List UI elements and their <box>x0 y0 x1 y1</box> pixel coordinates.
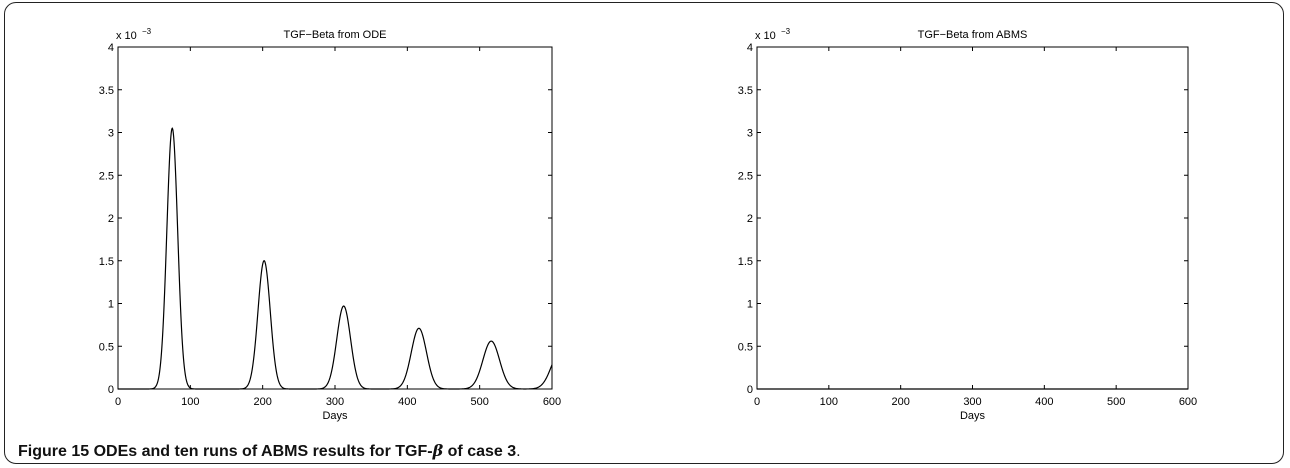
ode-x-tick-label: 100 <box>181 396 199 408</box>
ode-x-axis-label: Days <box>322 410 348 422</box>
ode-x-tick-label: 0 <box>115 396 121 408</box>
ode-y-exponent-label: x 10 <box>116 30 137 42</box>
ode-axes-box <box>117 46 553 390</box>
figure-frame <box>4 2 1284 464</box>
ode-y-tick-label: 2.5 <box>99 170 114 182</box>
ode-y-tick-label: 3 <box>108 128 114 140</box>
abms-x-tick-label: 600 <box>1179 396 1197 408</box>
ode-x-tick-label: 400 <box>398 396 416 408</box>
abms-y-tick-label: 3 <box>747 128 753 140</box>
abms-y-tick-label: 1.5 <box>738 256 753 268</box>
ode-y-tick-label: 1.5 <box>99 256 114 268</box>
figure-caption: Figure 15 ODEs and ten runs of ABMS resu… <box>18 441 521 461</box>
ode-y-tick-label: 1 <box>108 299 114 311</box>
abms-y-exponent-label: x 10 <box>755 30 776 42</box>
caption-text-before: ODEs and ten runs of ABMS results for TG… <box>89 443 433 460</box>
abms-x-tick-label: 200 <box>891 396 909 408</box>
ode-y-tick-label: 0.5 <box>99 341 114 353</box>
ode-y-tick-label: 0 <box>108 384 114 396</box>
abms-chart-title: TGF−Beta from ABMS <box>918 29 1028 41</box>
abms-y-tick-label: 2.5 <box>738 170 753 182</box>
abms-y-tick-label: 3.5 <box>738 85 753 97</box>
ode-series-line-0 <box>118 127 553 390</box>
abms-x-tick-label: 400 <box>1035 396 1053 408</box>
ode-x-tick-label: 500 <box>470 396 488 408</box>
abms-y-tick-label: 0 <box>747 384 753 396</box>
abms-y-tick-label: 0.5 <box>738 341 753 353</box>
ode-x-tick-label: 200 <box>253 396 271 408</box>
chart-panel-ode: 0 100 200 300 400 500 600 0 0.5 1 1.5 2 2.5 3 3.5 4x 10… <box>99 27 561 422</box>
abms-x-axis-label: Days <box>960 410 986 422</box>
chart-panel-abms: 0 100 200 300 400 500 600 0 0.5 1 1.5 2 2.5 3 3.5 4x 10… <box>738 27 1197 422</box>
abms-y-tick-label: 2 <box>747 213 753 225</box>
abms-y-tick-label: 4 <box>747 42 753 54</box>
abms-y-exponent-power: −3 <box>781 27 791 36</box>
ode-chart-title: TGF−Beta from ODE <box>284 29 387 41</box>
caption-period: . <box>516 443 521 460</box>
ode-x-tick-label: 300 <box>326 396 344 408</box>
abms-x-tick-label: 100 <box>820 396 838 408</box>
abms-x-tick-label: 0 <box>754 396 760 408</box>
caption-text-after: of case 3 <box>443 443 517 460</box>
ode-y-tick-label: 3.5 <box>99 85 114 97</box>
ode-x-tick-label: 600 <box>543 396 561 408</box>
ode-y-tick-label: 4 <box>108 42 114 54</box>
ode-y-exponent-power: −3 <box>142 27 152 36</box>
caption-label: Figure 15 <box>18 443 90 460</box>
abms-x-tick-label: 500 <box>1107 396 1125 408</box>
abms-y-tick-label: 1 <box>747 299 753 311</box>
ode-y-tick-label: 2 <box>108 213 114 225</box>
abms-axes-box <box>756 46 1189 390</box>
caption-greek: β <box>432 441 444 460</box>
abms-x-tick-label: 300 <box>963 396 981 408</box>
